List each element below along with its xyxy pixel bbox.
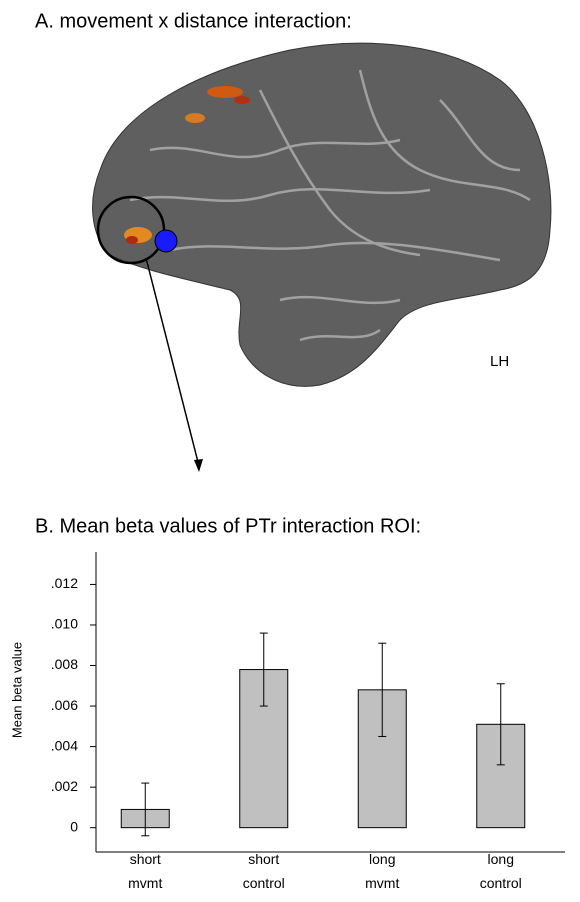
x-tick-label-line: mvmt bbox=[365, 875, 399, 891]
x-tick-label-line: mvmt bbox=[128, 875, 162, 891]
x-tick-label-line: control bbox=[243, 875, 285, 891]
x-tick-label: short mvmt bbox=[128, 851, 162, 891]
y-tick-label: .012 bbox=[51, 575, 78, 591]
x-tick-label: short control bbox=[243, 851, 285, 891]
hemisphere-label: LH bbox=[490, 353, 509, 370]
error-bar bbox=[259, 632, 268, 707]
error-bar bbox=[141, 782, 150, 837]
x-tick-label-line: long bbox=[488, 851, 514, 867]
panel-a-title: A. movement x distance interaction: bbox=[35, 10, 352, 32]
error-bar bbox=[378, 642, 387, 737]
x-tick-label-line: short bbox=[248, 851, 279, 867]
y-tick-label: .006 bbox=[51, 697, 78, 713]
brain-image bbox=[92, 42, 552, 472]
chart-title: B. Mean beta values of PTr interaction R… bbox=[35, 515, 421, 537]
x-tick-label-line: short bbox=[130, 851, 161, 867]
y-tick-label: 0 bbox=[70, 818, 78, 834]
x-tick-label-line: control bbox=[480, 875, 522, 891]
y-tick-label: .008 bbox=[51, 656, 78, 672]
x-tick-label: long control bbox=[480, 851, 522, 891]
y-tick-label: .002 bbox=[51, 778, 78, 794]
y-tick-label: .004 bbox=[51, 737, 78, 753]
y-axis-label: Mean beta value bbox=[9, 642, 24, 738]
x-tick-label-line: long bbox=[369, 851, 395, 867]
y-tick-label: .010 bbox=[51, 616, 78, 632]
error-bar bbox=[496, 683, 505, 766]
x-tick-label: long mvmt bbox=[365, 851, 399, 891]
